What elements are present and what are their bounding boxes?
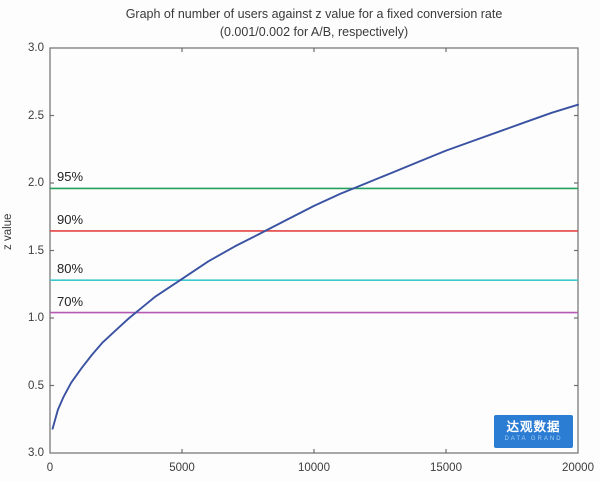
y-tick-label: 1.0 [28,312,44,324]
x-tick-label: 15000 [430,462,462,474]
axes-frame [49,47,579,454]
y-tick-label: 1.5 [28,244,44,257]
chart-title-block: Graph of number of users against z value… [28,5,600,41]
reference-line-label-90: 90% [57,211,84,227]
chart-subtitle: (0.001/0.002 for A/B, respectively) [219,25,409,39]
x-tick-label: 20000 [562,462,594,474]
watermark-cn-text: 达观数据 [506,420,561,434]
x-tick-label: 5000 [169,462,195,474]
datagrand-watermark: 达观数据 DATA GRAND [494,415,573,448]
series-curve [51,103,579,430]
x-tick-label: 10000 [298,462,330,474]
y-tick-label: 2.0 [28,177,44,189]
watermark-en-text: DATA GRAND [504,436,563,442]
y-tick-label: 3.0 [28,42,44,54]
chart-title: Graph of number of users against z value… [125,7,503,21]
reference-line-label-80: 80% [57,261,84,277]
y-tick-label: 2.5 [28,109,44,122]
x-tick-label: 0 [46,462,54,474]
y-tick-label: 0.5 [28,379,44,392]
y-tick-label: 3.0 [28,447,44,459]
reference-line-label-95: 95% [57,169,84,185]
reference-line-label-70: 70% [57,293,84,309]
